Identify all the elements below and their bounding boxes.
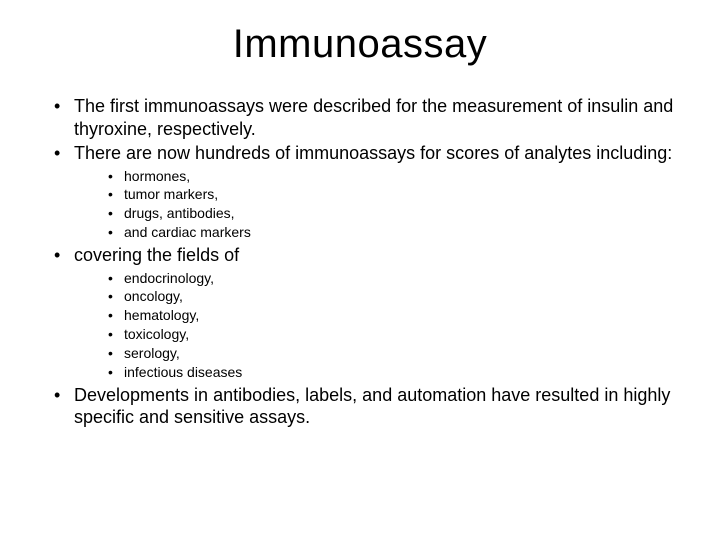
list-item: tumor markers, [108, 185, 684, 204]
list-item: and cardiac markers [108, 223, 684, 242]
list-item: hematology, [108, 306, 684, 325]
sub-bullet-list: hormones, tumor markers, drugs, antibodi… [36, 167, 684, 243]
list-item: endocrinology, [108, 269, 684, 288]
list-item: There are now hundreds of immunoassays f… [54, 142, 684, 165]
list-item: drugs, antibodies, [108, 204, 684, 223]
list-item: infectious diseases [108, 363, 684, 382]
bullet-list: Developments in antibodies, labels, and … [36, 384, 684, 429]
list-item: oncology, [108, 287, 684, 306]
list-item: toxicology, [108, 325, 684, 344]
list-item: serology, [108, 344, 684, 363]
sub-bullet-list: endocrinology, oncology, hematology, tox… [36, 269, 684, 382]
slide: Immunoassay The first immunoassays were … [0, 0, 720, 540]
bullet-list: The first immunoassays were described fo… [36, 95, 684, 165]
slide-title: Immunoassay [36, 22, 684, 67]
list-item: Developments in antibodies, labels, and … [54, 384, 684, 429]
list-item: hormones, [108, 167, 684, 186]
bullet-list: covering the fields of [36, 244, 684, 267]
list-item: The first immunoassays were described fo… [54, 95, 684, 140]
list-item: covering the fields of [54, 244, 684, 267]
